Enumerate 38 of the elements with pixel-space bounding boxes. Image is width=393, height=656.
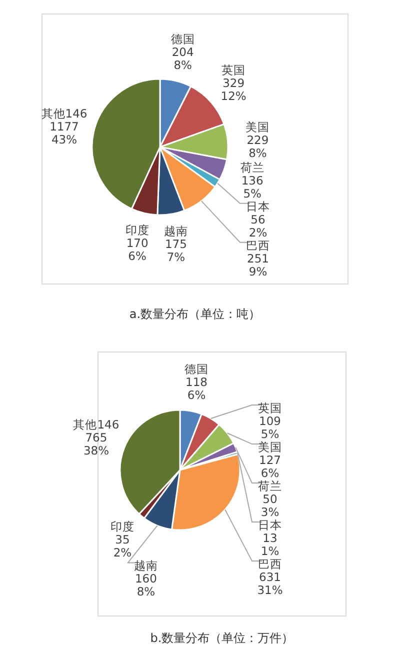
- slice-label: 其他146: [73, 418, 120, 432]
- slice-label: 越南: [134, 558, 158, 573]
- slice-label: 英国: [222, 62, 246, 77]
- slice-label: 英国: [258, 401, 282, 416]
- slice-label: 德国: [184, 362, 209, 376]
- data-label: 56 2%: [248, 212, 268, 240]
- slice-label: 德国: [170, 32, 195, 46]
- data-label: 329 12%: [220, 76, 246, 103]
- slice-label: 荷兰: [240, 160, 264, 174]
- slice-label: 美国: [246, 120, 270, 134]
- data-label: 175 7%: [164, 237, 187, 264]
- data-label: 50 3%: [260, 492, 280, 520]
- slice-label: 印度: [125, 222, 150, 237]
- data-label: 204 8%: [172, 45, 194, 72]
- slice-label: 巴西: [246, 238, 270, 252]
- text: a.数量分布（单位：吨）: [129, 307, 261, 321]
- slice-label: 印度: [110, 520, 134, 534]
- slice-label: 美国: [258, 440, 282, 454]
- data-label: 765 38%: [83, 430, 110, 458]
- slice-label: 日本: [246, 199, 270, 214]
- slice-label: 其他146: [41, 106, 88, 121]
- data-label: 631 31%: [257, 570, 283, 598]
- data-label: 118 6%: [186, 375, 208, 402]
- data-label: 229 8%: [246, 132, 269, 160]
- data-label: 136 5%: [241, 173, 264, 200]
- data-label: 13 1%: [260, 531, 280, 558]
- slice-label: 越南: [164, 224, 188, 238]
- data-label: 1177 43%: [50, 120, 79, 147]
- data-label: 160 8%: [134, 572, 157, 599]
- data-label: 109 5%: [259, 414, 281, 442]
- data-label: 127 6%: [259, 453, 281, 480]
- data-label: 251 9%: [247, 251, 269, 278]
- data-label: 35 2%: [113, 532, 132, 560]
- text: b.数量分布（单位：万件）: [150, 631, 294, 645]
- slice-label: 日本: [258, 518, 282, 532]
- slice-label: 荷兰: [258, 479, 282, 494]
- slice-label: 巴西: [258, 557, 282, 572]
- data-label: 170 6%: [126, 236, 148, 263]
